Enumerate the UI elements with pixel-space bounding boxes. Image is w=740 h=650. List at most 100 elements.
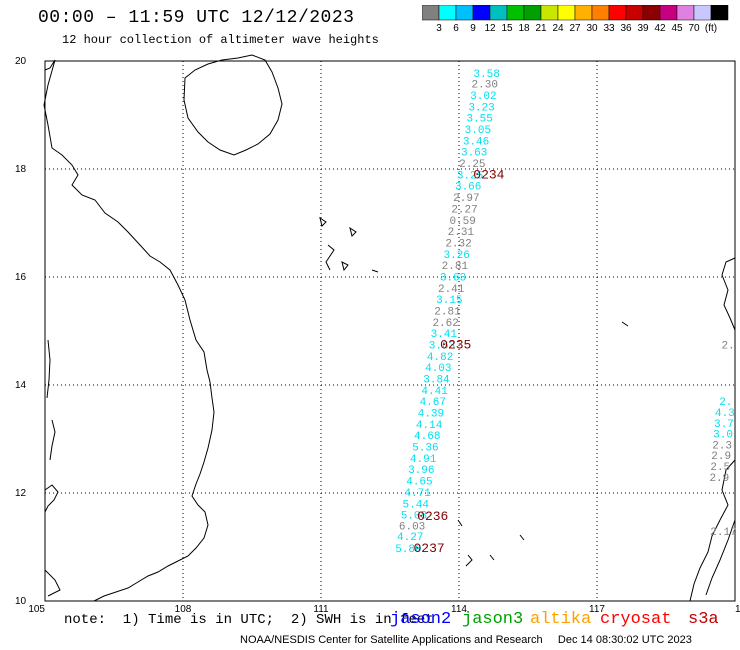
colorbar-label: 21	[535, 23, 547, 33]
wave-height-label: 3.96	[408, 465, 434, 477]
wave-height-label: 2.30	[472, 80, 498, 92]
colorbar-label: 45	[671, 23, 683, 33]
legend-altika: altika	[530, 610, 592, 629]
wave-height-label: 3.15	[436, 295, 462, 307]
colorbar-label: 27	[569, 23, 581, 33]
wave-height-label: 2.	[721, 341, 734, 353]
colorbar-label: 18	[518, 23, 530, 33]
wave-height-label: 4.27	[397, 532, 423, 544]
wave-height-label: 5.08	[401, 511, 427, 523]
y-tick-label: 18	[15, 164, 27, 175]
x-tick-label: 108	[175, 604, 192, 615]
x-tick-label: 105	[28, 604, 45, 615]
wave-height-label: 4.03	[425, 363, 451, 375]
wave-height-label: 4.65	[406, 477, 432, 489]
x-tick-label: 120	[735, 604, 740, 615]
color-scale-legend: 3 6 9 12 15 18 21 24 27 30 33 36 39 42 45 70 (ft)	[422, 5, 729, 33]
coastline-spratly-1	[457, 519, 463, 527]
wave-height-label: 3.46	[463, 136, 489, 148]
colorbar-label: 9	[470, 23, 476, 33]
y-tick-label: 16	[15, 272, 27, 283]
wave-height-label: 3.84	[423, 375, 450, 387]
map-title: 00:00 – 11:59 UTC 12/12/2023	[38, 8, 355, 28]
colorbar-label: 42	[654, 23, 666, 33]
wave-height-label: 2.31	[448, 227, 475, 239]
colorbar-label: 33	[603, 23, 615, 33]
legend-jason2: jason2	[390, 610, 452, 629]
wave-height-label: 3.0	[713, 430, 733, 442]
axis-tick-labels: 105 108 111 114 117 120 20 18 16 14 12 10	[15, 56, 740, 615]
wave-height-label: 3.26	[443, 250, 469, 262]
wave-height-label: 3.58	[473, 69, 499, 81]
legend-s3a: s3a	[688, 610, 719, 629]
coastline-paracel-3	[349, 226, 357, 237]
coastline-philippines-mid	[689, 459, 736, 602]
colorbar-label: 39	[637, 23, 649, 33]
wave-height-label: 4.71	[404, 488, 431, 500]
wave-height-label: 2.9	[711, 451, 731, 463]
legend-note: note: 1) Time is in UTC; 2) SWH is in fe…	[64, 612, 434, 628]
wave-height-label: 3.63	[440, 272, 466, 284]
wave-height-label: 3.02	[470, 91, 496, 103]
y-tick-label: 14	[15, 380, 27, 391]
footer-credit: NOAA/NESDIS Center for Satellite Applica…	[240, 634, 692, 646]
colorbar-label: 3	[436, 23, 442, 33]
wave-height-label: 4.41	[421, 386, 448, 398]
wave-height-label: 5.80	[395, 544, 421, 556]
wave-height-label: 2.9	[709, 473, 729, 485]
coastline-hainan	[183, 54, 283, 156]
coastline-spratly-3	[489, 554, 495, 561]
wave-height-label: 4.3	[715, 408, 735, 420]
coastline-spratly-5	[621, 321, 629, 327]
wave-height-label: 3.25	[457, 170, 483, 182]
altimeter-track-labels: 3.582.303.023.233.553.053.463.632.253.25…	[395, 69, 737, 556]
wave-height-label: 2.5	[710, 462, 730, 474]
wave-height-label: 4.14	[416, 420, 443, 432]
colorbar-label: 15	[501, 23, 513, 33]
colorbar-label: 36	[620, 23, 632, 33]
wave-height-label: 4.68	[414, 431, 440, 443]
coastline-philippines-south	[705, 519, 736, 596]
coastline-spratly-4	[519, 534, 525, 541]
wave-height-label: 2.62	[432, 318, 458, 330]
pass-time-label: 0235	[440, 338, 471, 353]
wave-height-label: 4.91	[410, 454, 437, 466]
wave-height-label: 4.82	[427, 352, 453, 364]
wave-height-label: 3.7	[714, 419, 734, 431]
wave-height-label: 4.39	[418, 409, 444, 421]
lat-lon-grid	[44, 60, 736, 602]
coastline-gulf	[44, 484, 59, 513]
map-frame	[44, 60, 736, 602]
colorbar-swatch	[710, 5, 729, 21]
wave-height-label: 5.36	[412, 443, 438, 455]
wave-height-label: 2.	[719, 397, 732, 409]
coastline-paracel-4	[341, 261, 349, 272]
coastline-small-island-1	[46, 339, 51, 399]
coastline	[43, 54, 736, 602]
y-tick-label: 10	[15, 596, 27, 607]
x-tick-label: 111	[313, 604, 329, 615]
wave-height-label: 3.63	[429, 341, 455, 353]
pass-time-label: 0236	[417, 509, 448, 524]
wave-height-label: 3.23	[468, 102, 494, 114]
coastline-vietnam	[43, 59, 215, 602]
wave-height-label: 2.81	[434, 306, 461, 318]
pass-time-label: 0234	[473, 167, 504, 182]
coastline-small-island-3	[44, 569, 61, 597]
y-tick-label: 20	[15, 56, 27, 67]
coastline-philippines-north	[721, 257, 736, 331]
wave-height-label: 4.67	[420, 397, 446, 409]
coastline-small-island-2	[49, 419, 56, 461]
coastline-spratly-2	[465, 554, 473, 567]
colorbar-label: (ft)	[705, 23, 717, 33]
coastline-paracel-5	[371, 269, 379, 273]
colorbar-label: 24	[552, 23, 564, 33]
y-tick-label: 12	[15, 488, 27, 499]
colorbar-label: 6	[453, 23, 459, 33]
map-subtitle: 12 hour collection of altimeter wave hei…	[62, 33, 379, 47]
wave-height-label: 0.59	[449, 216, 475, 228]
wave-height-label: 2.97	[453, 193, 479, 205]
colorbar-label: 70	[688, 23, 700, 33]
wave-height-label: 3.55	[466, 114, 492, 126]
